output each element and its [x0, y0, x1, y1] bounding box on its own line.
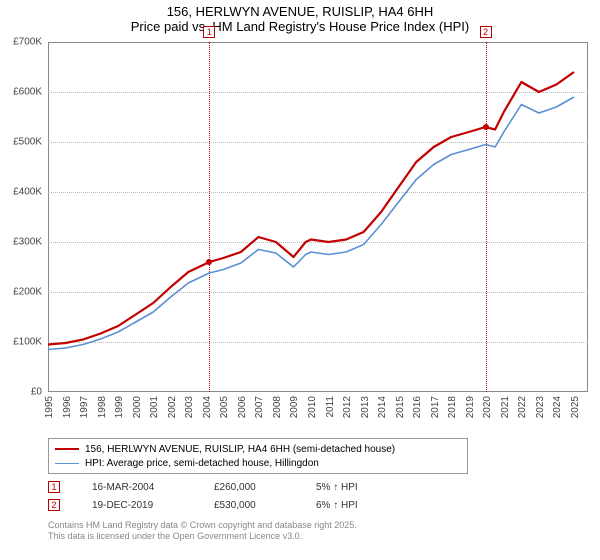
x-tick-label: 2015 — [395, 396, 406, 418]
x-tick-label: 2019 — [465, 396, 476, 418]
x-tick-label: 2006 — [237, 396, 248, 418]
event-badge-2: 2 — [48, 499, 60, 511]
y-tick-label: £200K — [13, 287, 42, 298]
x-tick-label: 2010 — [307, 396, 318, 418]
y-tick-label: £700K — [13, 37, 42, 48]
x-tick-label: 2011 — [325, 396, 336, 418]
x-tick-label: 1998 — [97, 396, 108, 418]
legend-swatch-2 — [55, 463, 79, 464]
y-tick-label: £400K — [13, 187, 42, 198]
chart-plot: £0£100K£200K£300K£400K£500K£600K£700K 19… — [48, 42, 588, 392]
event-badge-1: 1 — [48, 481, 60, 493]
x-tick-label: 2004 — [202, 396, 213, 418]
event-price-1: £260,000 — [214, 482, 284, 493]
title-line-2: Price paid vs. HM Land Registry's House … — [0, 19, 600, 34]
x-tick-label: 2001 — [149, 396, 160, 418]
x-tick-label: 2000 — [132, 396, 143, 418]
x-tick-label: 2022 — [517, 396, 528, 418]
x-tick-label: 2013 — [360, 396, 371, 418]
events-table: 1 16-MAR-2004 £260,000 5% ↑ HPI 2 19-DEC… — [48, 478, 386, 514]
footer-line-2: This data is licensed under the Open Gov… — [48, 531, 357, 542]
x-tick-label: 1996 — [62, 396, 73, 418]
x-tick-label: 2008 — [272, 396, 283, 418]
x-tick-label: 2002 — [167, 396, 178, 418]
x-tick-label: 2016 — [412, 396, 423, 418]
legend-label-1: 156, HERLWYN AVENUE, RUISLIP, HA4 6HH (s… — [85, 444, 395, 455]
x-tick-label: 2024 — [552, 396, 563, 418]
x-tick-label: 2025 — [570, 396, 581, 418]
x-tick-label: 2020 — [482, 396, 493, 418]
x-tick-label: 2021 — [500, 396, 511, 418]
x-tick-label: 2005 — [219, 396, 230, 418]
chart-container: 156, HERLWYN AVENUE, RUISLIP, HA4 6HH Pr… — [0, 0, 600, 560]
chart-lines — [48, 42, 588, 392]
y-tick-label: £600K — [13, 87, 42, 98]
event-hpi-2: 6% ↑ HPI — [316, 500, 386, 511]
event-hpi-1: 5% ↑ HPI — [316, 482, 386, 493]
event-price-2: £530,000 — [214, 500, 284, 511]
y-tick-label: £500K — [13, 137, 42, 148]
legend-label-2: HPI: Average price, semi-detached house,… — [85, 458, 319, 469]
x-tick-label: 1997 — [79, 396, 90, 418]
event-row-1: 1 16-MAR-2004 £260,000 5% ↑ HPI — [48, 478, 386, 496]
x-tick-label: 2014 — [377, 396, 388, 418]
x-tick-label: 2023 — [535, 396, 546, 418]
x-tick-label: 2018 — [447, 396, 458, 418]
x-tick-label: 1995 — [44, 396, 55, 418]
legend-item-2: HPI: Average price, semi-detached house,… — [55, 456, 461, 470]
event-date-2: 19-DEC-2019 — [92, 500, 182, 511]
event-marker-2: 2 — [480, 26, 492, 38]
event-marker-1: 1 — [203, 26, 215, 38]
x-tick-label: 2017 — [430, 396, 441, 418]
event-dot — [483, 124, 489, 130]
event-row-2: 2 19-DEC-2019 £530,000 6% ↑ HPI — [48, 496, 386, 514]
title-line-1: 156, HERLWYN AVENUE, RUISLIP, HA4 6HH — [0, 4, 600, 19]
event-date-1: 16-MAR-2004 — [92, 482, 182, 493]
x-tick-label: 2007 — [254, 396, 265, 418]
x-tick-label: 2003 — [184, 396, 195, 418]
x-tick-label: 1999 — [114, 396, 125, 418]
title-block: 156, HERLWYN AVENUE, RUISLIP, HA4 6HH Pr… — [0, 0, 600, 36]
y-tick-label: £100K — [13, 337, 42, 348]
x-tick-label: 2009 — [289, 396, 300, 418]
chart-legend: 156, HERLWYN AVENUE, RUISLIP, HA4 6HH (s… — [48, 438, 468, 474]
y-tick-label: £0 — [31, 387, 42, 398]
legend-item-1: 156, HERLWYN AVENUE, RUISLIP, HA4 6HH (s… — [55, 442, 461, 456]
legend-swatch-1 — [55, 448, 79, 450]
footer-text: Contains HM Land Registry data © Crown c… — [48, 520, 357, 542]
event-dot — [206, 259, 212, 265]
series-line — [48, 72, 574, 345]
y-tick-label: £300K — [13, 237, 42, 248]
series-line — [48, 97, 574, 350]
x-tick-label: 2012 — [342, 396, 353, 418]
footer-line-1: Contains HM Land Registry data © Crown c… — [48, 520, 357, 531]
